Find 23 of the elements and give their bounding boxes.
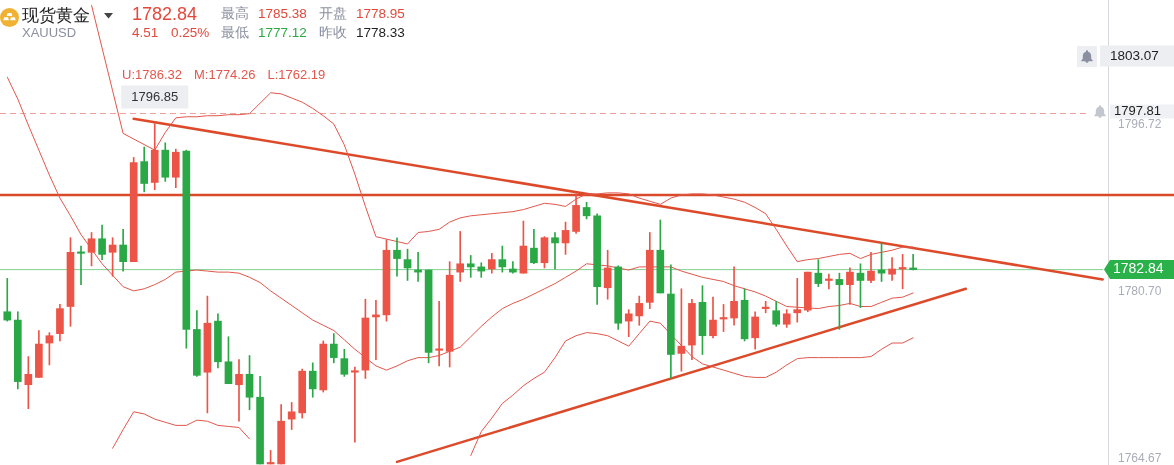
annotation: U:1786.32	[122, 66, 182, 82]
ref-line-label: 1797.81	[1114, 103, 1161, 119]
chart-title: 现货黄金	[22, 5, 90, 25]
annotation: 1778.33	[356, 24, 405, 40]
annotation: L:1762.19	[267, 66, 326, 82]
annotation: 最高	[221, 5, 249, 21]
annotation: 1782.84	[132, 3, 198, 24]
annotation: 开盘	[319, 5, 347, 21]
annotation: 1796.85	[131, 88, 179, 104]
annotation: 昨收	[319, 24, 347, 40]
annotation: 最低	[221, 24, 249, 40]
y-tick-label: 1780.70	[1118, 284, 1162, 299]
annotation: 1785.38	[258, 5, 307, 21]
annotation: 1778.95	[356, 5, 405, 21]
ref-line-label: 1782.84	[1113, 260, 1164, 277]
annotation: M:1774.26	[193, 66, 256, 82]
text: XAUUSD	[22, 24, 77, 40]
annotation: 4.51	[132, 24, 159, 40]
y-tick-label: 1764.67	[1118, 451, 1162, 465]
text: 1803.07	[1110, 47, 1159, 63]
y-tick-label: 1796.72	[1118, 117, 1162, 132]
annotation: 1777.12	[258, 24, 307, 40]
annotation: 0.25%	[171, 24, 210, 40]
